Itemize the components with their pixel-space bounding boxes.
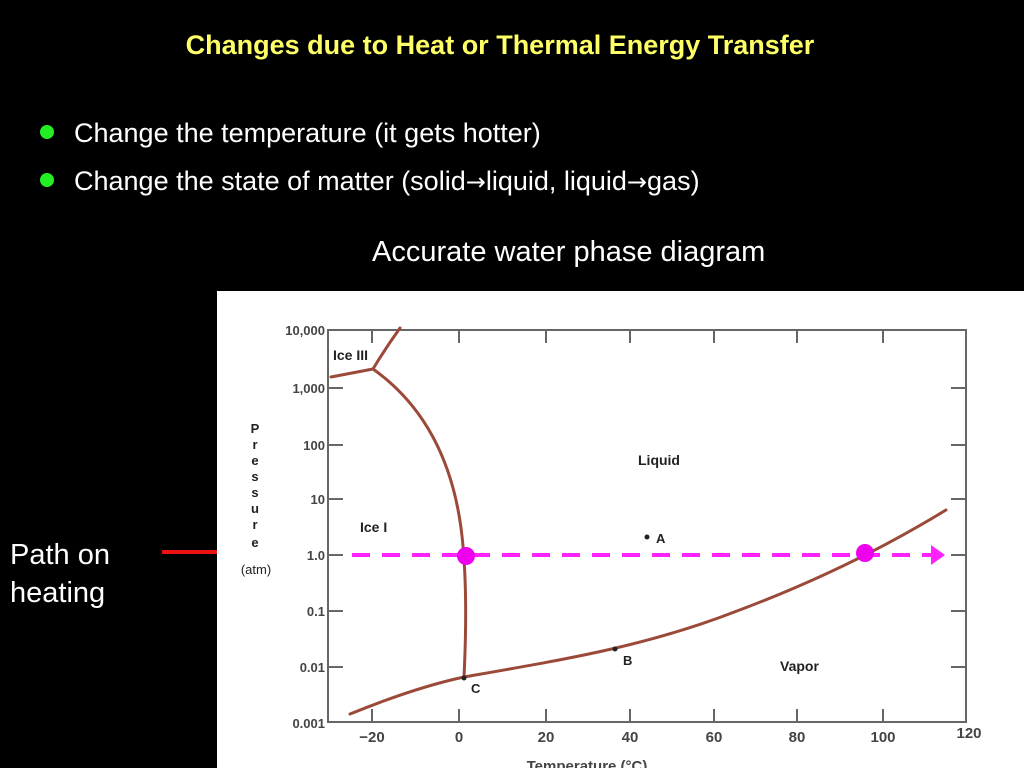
y-axis-label-letter: e: [251, 535, 258, 550]
region-label-liquid: Liquid: [638, 452, 680, 468]
heating-path-arrowhead-icon: [931, 545, 945, 565]
ice-iii-liquid-boundary: [371, 326, 402, 371]
melting-point-marker: [457, 547, 475, 565]
region-label-ice-i: Ice I: [360, 519, 387, 535]
x-tick-label: 120: [956, 725, 981, 742]
bullet-item-state: Change the state of matter (solid→liquid…: [40, 166, 700, 197]
point-b-label: B: [623, 653, 632, 668]
y-tick-label: 0.01: [300, 660, 325, 675]
bullet-dot: [40, 173, 54, 187]
path-label-line: heating: [10, 577, 106, 609]
x-tick-label: 20: [538, 729, 555, 746]
diagram-background: [217, 291, 1024, 768]
x-tick-label: 0: [455, 729, 463, 746]
x-tick-label: −20: [359, 729, 384, 746]
water-phase-diagram: 10,000 1,000 100 10 1.0 0.1 0.01 0.001 −…: [217, 291, 1024, 768]
y-axis-label-letter: r: [252, 517, 257, 532]
y-tick-label: 1.0: [307, 548, 325, 563]
bullet-text-part: liquid, liquid: [485, 166, 627, 196]
bullet-text-part: gas): [647, 166, 700, 196]
y-tick-label: 0.1: [307, 604, 325, 619]
region-label-vapor: Vapor: [780, 658, 819, 674]
point-a-label: A: [656, 531, 666, 546]
y-axis-label-letter: P: [251, 421, 260, 436]
path-label-line: Path on: [10, 539, 110, 571]
y-axis-unit: (atm): [241, 562, 271, 577]
x-tick-label: 40: [622, 729, 639, 746]
path-on-heating-label: Path on heating: [10, 536, 110, 612]
region-label-ice-iii: Ice III: [333, 347, 368, 363]
point-c-marker: [461, 675, 467, 681]
point-a-marker: [644, 534, 650, 540]
ice-iii-ice-i-boundary: [329, 367, 375, 379]
x-axis-label: Temperature (°C): [527, 758, 648, 768]
sublimation-curve: [348, 675, 466, 716]
point-c-label: C: [471, 681, 481, 696]
y-axis-label-letter: e: [251, 453, 258, 468]
x-tick-label: 60: [706, 729, 723, 746]
phase-boundary-curves: [329, 326, 948, 716]
y-tick-label: 100: [303, 438, 325, 453]
y-axis-label-letter: s: [251, 469, 258, 484]
y-tick-label: 10: [311, 492, 325, 507]
y-axis-label-letter: s: [251, 485, 258, 500]
melting-curve: [371, 367, 468, 679]
x-tick-marks: [371, 330, 884, 722]
y-axis-label-letter: r: [252, 437, 257, 452]
arrow-right-icon: →: [465, 168, 486, 196]
boiling-point-marker: [856, 544, 874, 562]
bullet-text: Change the temperature (it gets hotter): [74, 118, 541, 148]
diagram-caption: Accurate water phase diagram: [372, 236, 766, 268]
plot-frame: [327, 329, 967, 723]
y-tick-label: 10,000: [285, 323, 325, 338]
vaporization-curve: [462, 508, 948, 679]
y-tick-label: 0.001: [292, 716, 325, 731]
y-axis-label-letter: u: [251, 501, 259, 516]
bullet-dot: [40, 125, 54, 139]
point-b-marker: [612, 646, 618, 652]
y-tick-marks: [328, 329, 966, 668]
slide-title: Changes due to Heat or Thermal Energy Tr…: [185, 30, 815, 60]
bullet-item-temperature: Change the temperature (it gets hotter): [40, 118, 541, 149]
x-tick-label: 80: [789, 729, 806, 746]
y-tick-label: 1,000: [292, 381, 325, 396]
bullet-text-part: Change the state of matter (solid: [74, 166, 466, 196]
arrow-right-icon: →: [626, 168, 648, 196]
x-tick-label: 100: [870, 729, 895, 746]
